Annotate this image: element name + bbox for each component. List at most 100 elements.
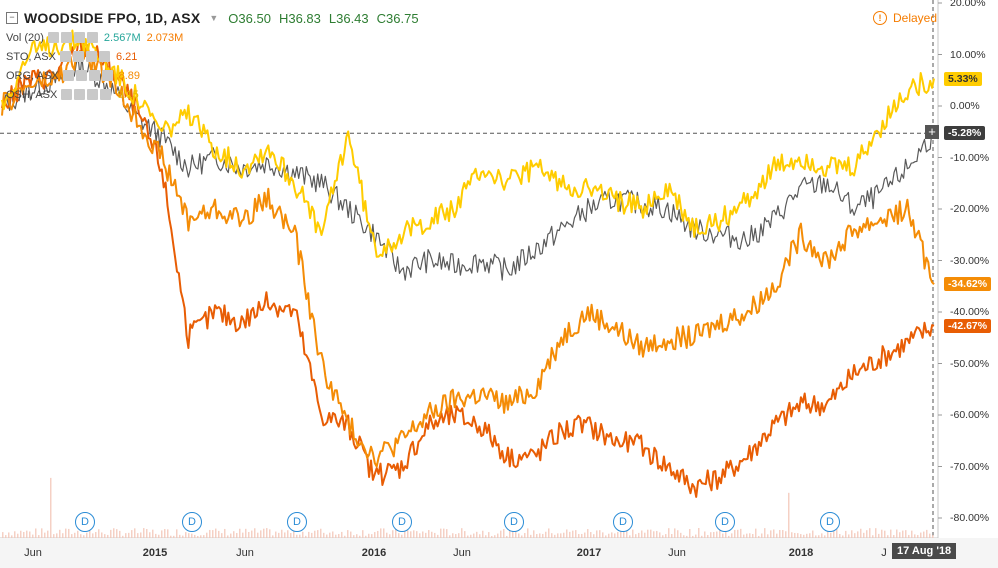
close-icon[interactable]	[98, 51, 110, 62]
volume-bar	[53, 534, 55, 538]
org-buttons[interactable]	[62, 70, 113, 81]
volume-bar	[11, 535, 13, 538]
volume-bar	[269, 529, 271, 538]
settings-icon[interactable]	[74, 89, 86, 100]
volume-bar	[554, 534, 556, 538]
volume-bar	[404, 531, 406, 538]
volume-bar	[923, 531, 925, 538]
volume-bar	[116, 529, 118, 538]
settings-icon[interactable]	[60, 32, 72, 43]
volume-bar	[482, 530, 484, 538]
volume-bar	[320, 528, 322, 538]
add-icon[interactable]	[85, 51, 97, 62]
close-icon[interactable]	[86, 32, 98, 43]
dividend-marker[interactable]: D	[504, 512, 524, 532]
volume-bar	[173, 535, 175, 538]
volume-bar	[491, 535, 493, 538]
dividend-marker[interactable]: D	[715, 512, 735, 532]
low-value: L36.43	[328, 10, 369, 26]
volume-bar	[572, 530, 574, 538]
dividend-marker[interactable]: D	[75, 512, 95, 532]
crosshair-add-icon[interactable]: +	[925, 125, 939, 139]
volume-bar	[479, 534, 481, 538]
volume-bar	[371, 534, 373, 538]
high-value: H36.83	[278, 10, 321, 26]
volume-bar	[806, 533, 808, 538]
eye-icon[interactable]	[61, 89, 73, 100]
volume-bar	[734, 529, 736, 538]
close-icon[interactable]	[101, 70, 113, 81]
legend-volume-row[interactable]: Vol (20) 2.567M 2.073M	[6, 28, 427, 47]
dividend-marker[interactable]: D	[613, 512, 633, 532]
volume-bar	[797, 533, 799, 538]
volume-bar	[596, 530, 598, 538]
volume-bar	[503, 529, 505, 538]
volume-bar	[593, 534, 595, 538]
eye-icon[interactable]	[47, 32, 59, 43]
sto-buttons[interactable]	[59, 51, 110, 62]
volume-bar	[632, 529, 634, 538]
volume-bar	[581, 533, 583, 538]
volume-bar	[908, 534, 910, 538]
volume-bar	[395, 528, 397, 538]
volume-bar	[515, 528, 517, 538]
volume-bar	[185, 532, 187, 538]
volume-bar	[401, 534, 403, 538]
volume-bar	[341, 531, 343, 538]
volume-bar	[452, 533, 454, 538]
volume-bar	[527, 528, 529, 538]
volume-bar	[680, 532, 682, 538]
y-tick-label: -40.00%	[950, 306, 990, 318]
volume-bar	[38, 535, 40, 538]
volume-buttons[interactable]	[47, 32, 98, 43]
x-tick-label: Jun	[236, 547, 254, 559]
dividend-marker[interactable]: D	[287, 512, 307, 532]
volume-bar	[893, 535, 895, 538]
legend-sto-row[interactable]: STO, ASX 6.21	[6, 47, 427, 66]
volume-bar	[314, 530, 316, 538]
legend-osh-row[interactable]: OSH, ASX 9.15	[6, 85, 427, 104]
volume-bar	[41, 528, 43, 538]
add-icon[interactable]	[73, 32, 85, 43]
volume-bar	[551, 533, 553, 538]
volume-bar	[866, 530, 868, 538]
volume-bar	[662, 535, 664, 538]
symbol-title[interactable]: WOODSIDE FPO, 1D, ASX	[24, 10, 201, 26]
volume-bar	[773, 529, 775, 538]
volume-bar	[518, 533, 520, 538]
volume-bar	[620, 531, 622, 538]
volume-bar	[272, 535, 274, 538]
dividend-marker[interactable]: D	[182, 512, 202, 532]
volume-bar	[14, 531, 16, 538]
osh-buttons[interactable]	[61, 89, 112, 100]
settings-icon[interactable]	[72, 51, 84, 62]
dividend-marker[interactable]: D	[820, 512, 840, 532]
volume-bar	[305, 535, 307, 538]
eye-icon[interactable]	[59, 51, 71, 62]
settings-icon[interactable]	[75, 70, 87, 81]
eye-icon[interactable]	[62, 70, 74, 81]
volume-bar	[26, 530, 28, 538]
close-icon[interactable]	[100, 89, 112, 100]
add-icon[interactable]	[88, 70, 100, 81]
collapse-icon[interactable]: −	[6, 12, 18, 24]
volume-bar	[422, 531, 424, 538]
add-icon[interactable]	[87, 89, 99, 100]
volume-bar	[560, 533, 562, 538]
volume-bar	[761, 533, 763, 538]
volume-bar	[641, 530, 643, 538]
volume-bar	[485, 535, 487, 538]
legend-org-row[interactable]: ORG, ASX 8.89	[6, 66, 427, 85]
volume-bar	[713, 532, 715, 538]
volume-bar	[446, 529, 448, 538]
y-tick-label: 0.00%	[950, 100, 980, 112]
volume-bar	[323, 532, 325, 538]
volume-bar	[140, 532, 142, 538]
volume-bar	[338, 533, 340, 538]
chevron-down-icon[interactable]: ▼	[209, 13, 219, 23]
dividend-marker[interactable]: D	[392, 512, 412, 532]
volume-bar	[191, 533, 193, 538]
delayed-indicator[interactable]: ! Delayed	[873, 11, 937, 25]
volume-bar	[110, 529, 112, 538]
